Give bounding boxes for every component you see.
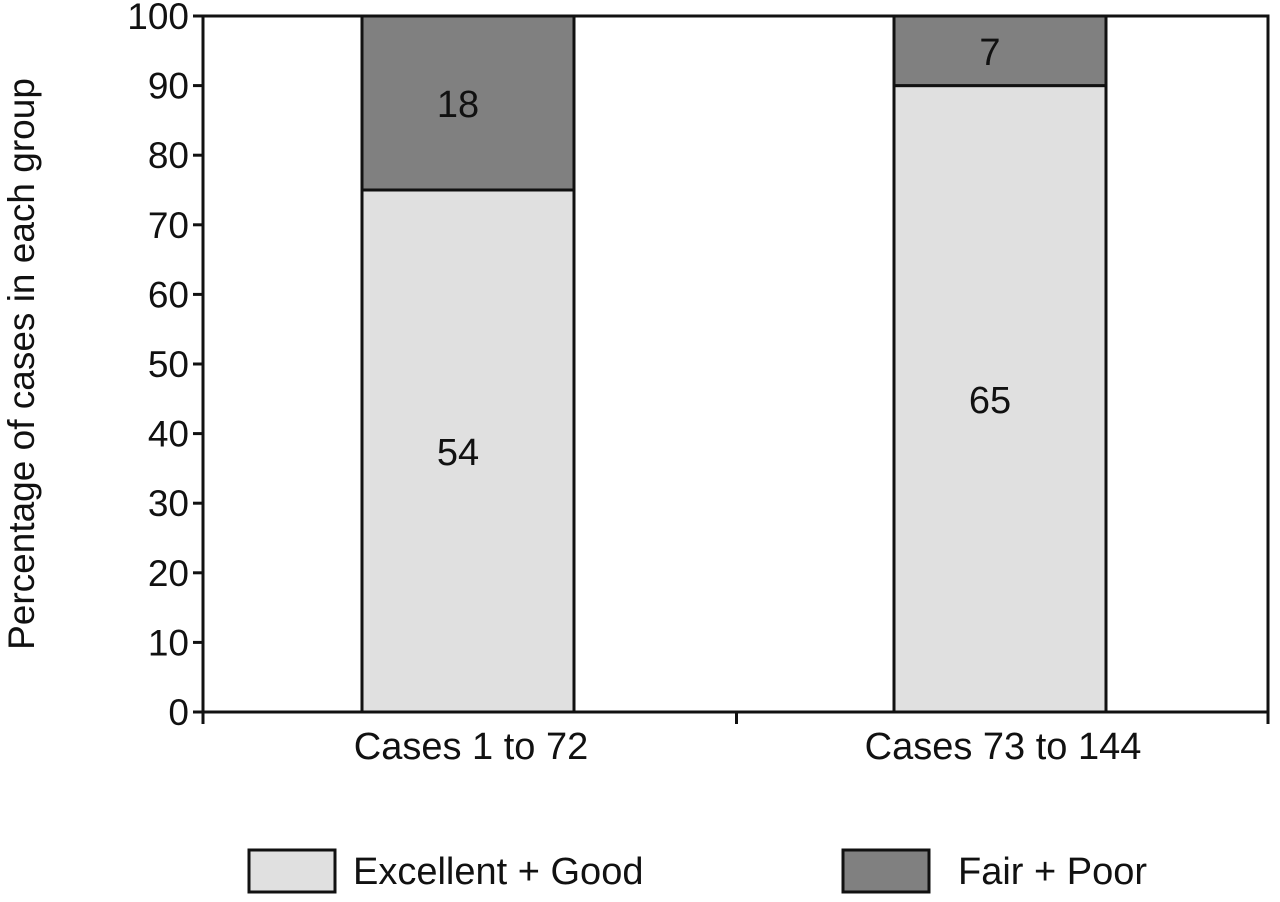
y-tick-label: 30 <box>148 483 189 524</box>
y-tick-label: 100 <box>127 0 189 37</box>
axes-layer <box>193 14 1270 724</box>
y-tick-label: 10 <box>148 622 189 663</box>
y-tick-label: 70 <box>148 205 189 246</box>
data-label-fair-poor-cases-1-to-72: 18 <box>437 84 479 126</box>
bars-layer <box>360 14 1108 714</box>
x-tick-label-cases-1-to-72: Cases 1 to 72 <box>354 726 588 768</box>
bar-fair-poor-cases-1-to-72 <box>360 14 576 192</box>
data-label-excellent-good-cases-1-to-72: 54 <box>437 432 479 474</box>
y-tick-label: 50 <box>148 344 189 385</box>
y-tick-label: 0 <box>168 692 189 733</box>
y-tick-label: 40 <box>148 414 189 455</box>
data-label-fair-poor-cases-73-to-144: 7 <box>979 32 1000 74</box>
y-tick-label: 90 <box>148 66 189 107</box>
data-label-excellent-good-cases-73-to-144: 65 <box>969 380 1011 422</box>
legend-swatch-excellent-good <box>247 848 337 894</box>
y-tick-label: 80 <box>148 135 189 176</box>
x-tick-label-cases-73-to-144: Cases 73 to 144 <box>865 726 1142 768</box>
y-tick-label: 60 <box>148 274 189 315</box>
bar-excellent-good-cases-1-to-72 <box>360 188 576 714</box>
legend: Excellent + Good Fair + Poor <box>247 848 1147 894</box>
legend-label-fair-poor: Fair + Poor <box>958 851 1147 893</box>
legend-label-excellent-good: Excellent + Good <box>353 851 643 893</box>
y-tick-label: 20 <box>148 553 189 594</box>
legend-swatch-fair-poor <box>841 848 931 894</box>
y-axis-title: Percentage of cases in each group <box>1 78 42 650</box>
bar-fair-poor-cases-73-to-144 <box>892 14 1108 88</box>
